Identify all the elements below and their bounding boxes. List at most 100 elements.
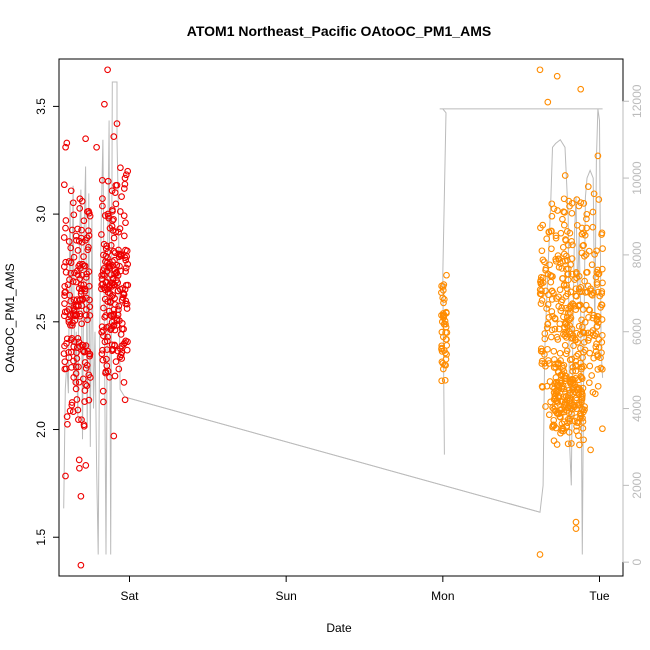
data-point	[83, 306, 90, 313]
data-point	[72, 278, 80, 286]
y2-tick-label: 8000	[630, 241, 644, 268]
data-point	[439, 310, 447, 317]
data-point	[599, 245, 606, 252]
data-point	[77, 561, 85, 569]
data-point	[83, 361, 91, 369]
data-point	[108, 222, 116, 230]
data-point	[579, 306, 587, 313]
data-point	[554, 387, 562, 394]
data-point	[563, 281, 570, 289]
data-point	[104, 367, 112, 375]
data-point	[543, 235, 551, 243]
data-point	[565, 386, 573, 394]
data-point	[551, 325, 559, 333]
x-axis-label: Date	[326, 621, 352, 635]
data-point	[567, 288, 575, 296]
data-point	[65, 238, 73, 245]
data-point	[98, 231, 105, 238]
data-point	[107, 326, 115, 334]
data-point	[112, 358, 120, 365]
y-tick-label: 3.5	[34, 98, 48, 115]
data-point	[121, 174, 129, 182]
data-point	[550, 437, 558, 445]
data-point	[78, 271, 86, 279]
x-axis: Sat Sun Mon Tue	[120, 575, 610, 603]
data-point	[109, 206, 116, 214]
data-point	[562, 319, 569, 327]
data-point	[67, 348, 75, 356]
data-point	[560, 250, 568, 258]
data-point	[442, 349, 449, 357]
data-point	[556, 349, 564, 357]
data-point	[122, 268, 129, 275]
data-point	[576, 288, 583, 296]
data-point	[581, 346, 589, 354]
y2-tick-label: 2000	[630, 472, 644, 499]
data-point	[563, 423, 571, 430]
data-point	[537, 280, 545, 288]
data-point	[555, 302, 563, 310]
data-point	[438, 377, 446, 385]
data-point	[442, 355, 450, 363]
data-point	[583, 224, 590, 232]
data-point	[62, 224, 69, 232]
data-point	[595, 319, 602, 326]
data-point	[98, 176, 106, 184]
data-point	[120, 212, 128, 220]
data-point	[100, 284, 108, 291]
data-point	[124, 260, 132, 268]
y2-tick-label: 12000	[630, 84, 644, 118]
data-point	[555, 255, 562, 263]
x-tick-label: Sun	[275, 589, 296, 603]
data-point	[575, 202, 583, 210]
data-point	[562, 265, 570, 273]
data-point	[582, 301, 590, 309]
data-point	[549, 423, 556, 431]
data-point	[560, 393, 567, 401]
data-point	[584, 329, 592, 337]
data-point	[108, 187, 116, 195]
data-point	[592, 330, 600, 337]
data-point	[60, 181, 68, 189]
data-point	[583, 269, 590, 276]
data-point	[560, 313, 567, 321]
data-point	[548, 245, 555, 253]
data-point	[100, 265, 108, 272]
data-point	[110, 310, 118, 318]
data-point	[543, 324, 551, 332]
data-point	[590, 190, 598, 198]
data-point	[121, 396, 129, 404]
data-point	[98, 350, 106, 358]
data-point	[550, 356, 558, 363]
x-tick-label: Sat	[120, 589, 139, 603]
data-point	[581, 231, 589, 239]
data-point	[580, 329, 587, 336]
data-point	[538, 383, 546, 390]
data-point	[72, 363, 80, 371]
y2-tick-label: 10000	[630, 161, 644, 195]
data-point	[560, 361, 568, 369]
data-point	[579, 405, 586, 413]
data-point	[560, 330, 567, 338]
data-point	[560, 221, 568, 229]
data-point	[102, 312, 110, 319]
data-point	[553, 72, 561, 80]
data-point	[573, 292, 580, 300]
data-point	[583, 210, 591, 218]
data-point	[553, 397, 561, 404]
data-point	[598, 301, 606, 309]
data-point	[73, 396, 81, 403]
data-point	[122, 297, 130, 305]
data-point	[79, 296, 86, 304]
data-point	[78, 416, 85, 424]
plot-frame	[58, 58, 624, 577]
data-point	[83, 270, 91, 278]
data-point	[552, 378, 560, 386]
data-point	[545, 314, 553, 321]
data-point	[536, 66, 544, 74]
data-point	[108, 318, 116, 326]
data-point	[103, 242, 111, 250]
data-point	[110, 215, 117, 223]
data-point	[440, 296, 448, 303]
data-point	[570, 342, 577, 350]
